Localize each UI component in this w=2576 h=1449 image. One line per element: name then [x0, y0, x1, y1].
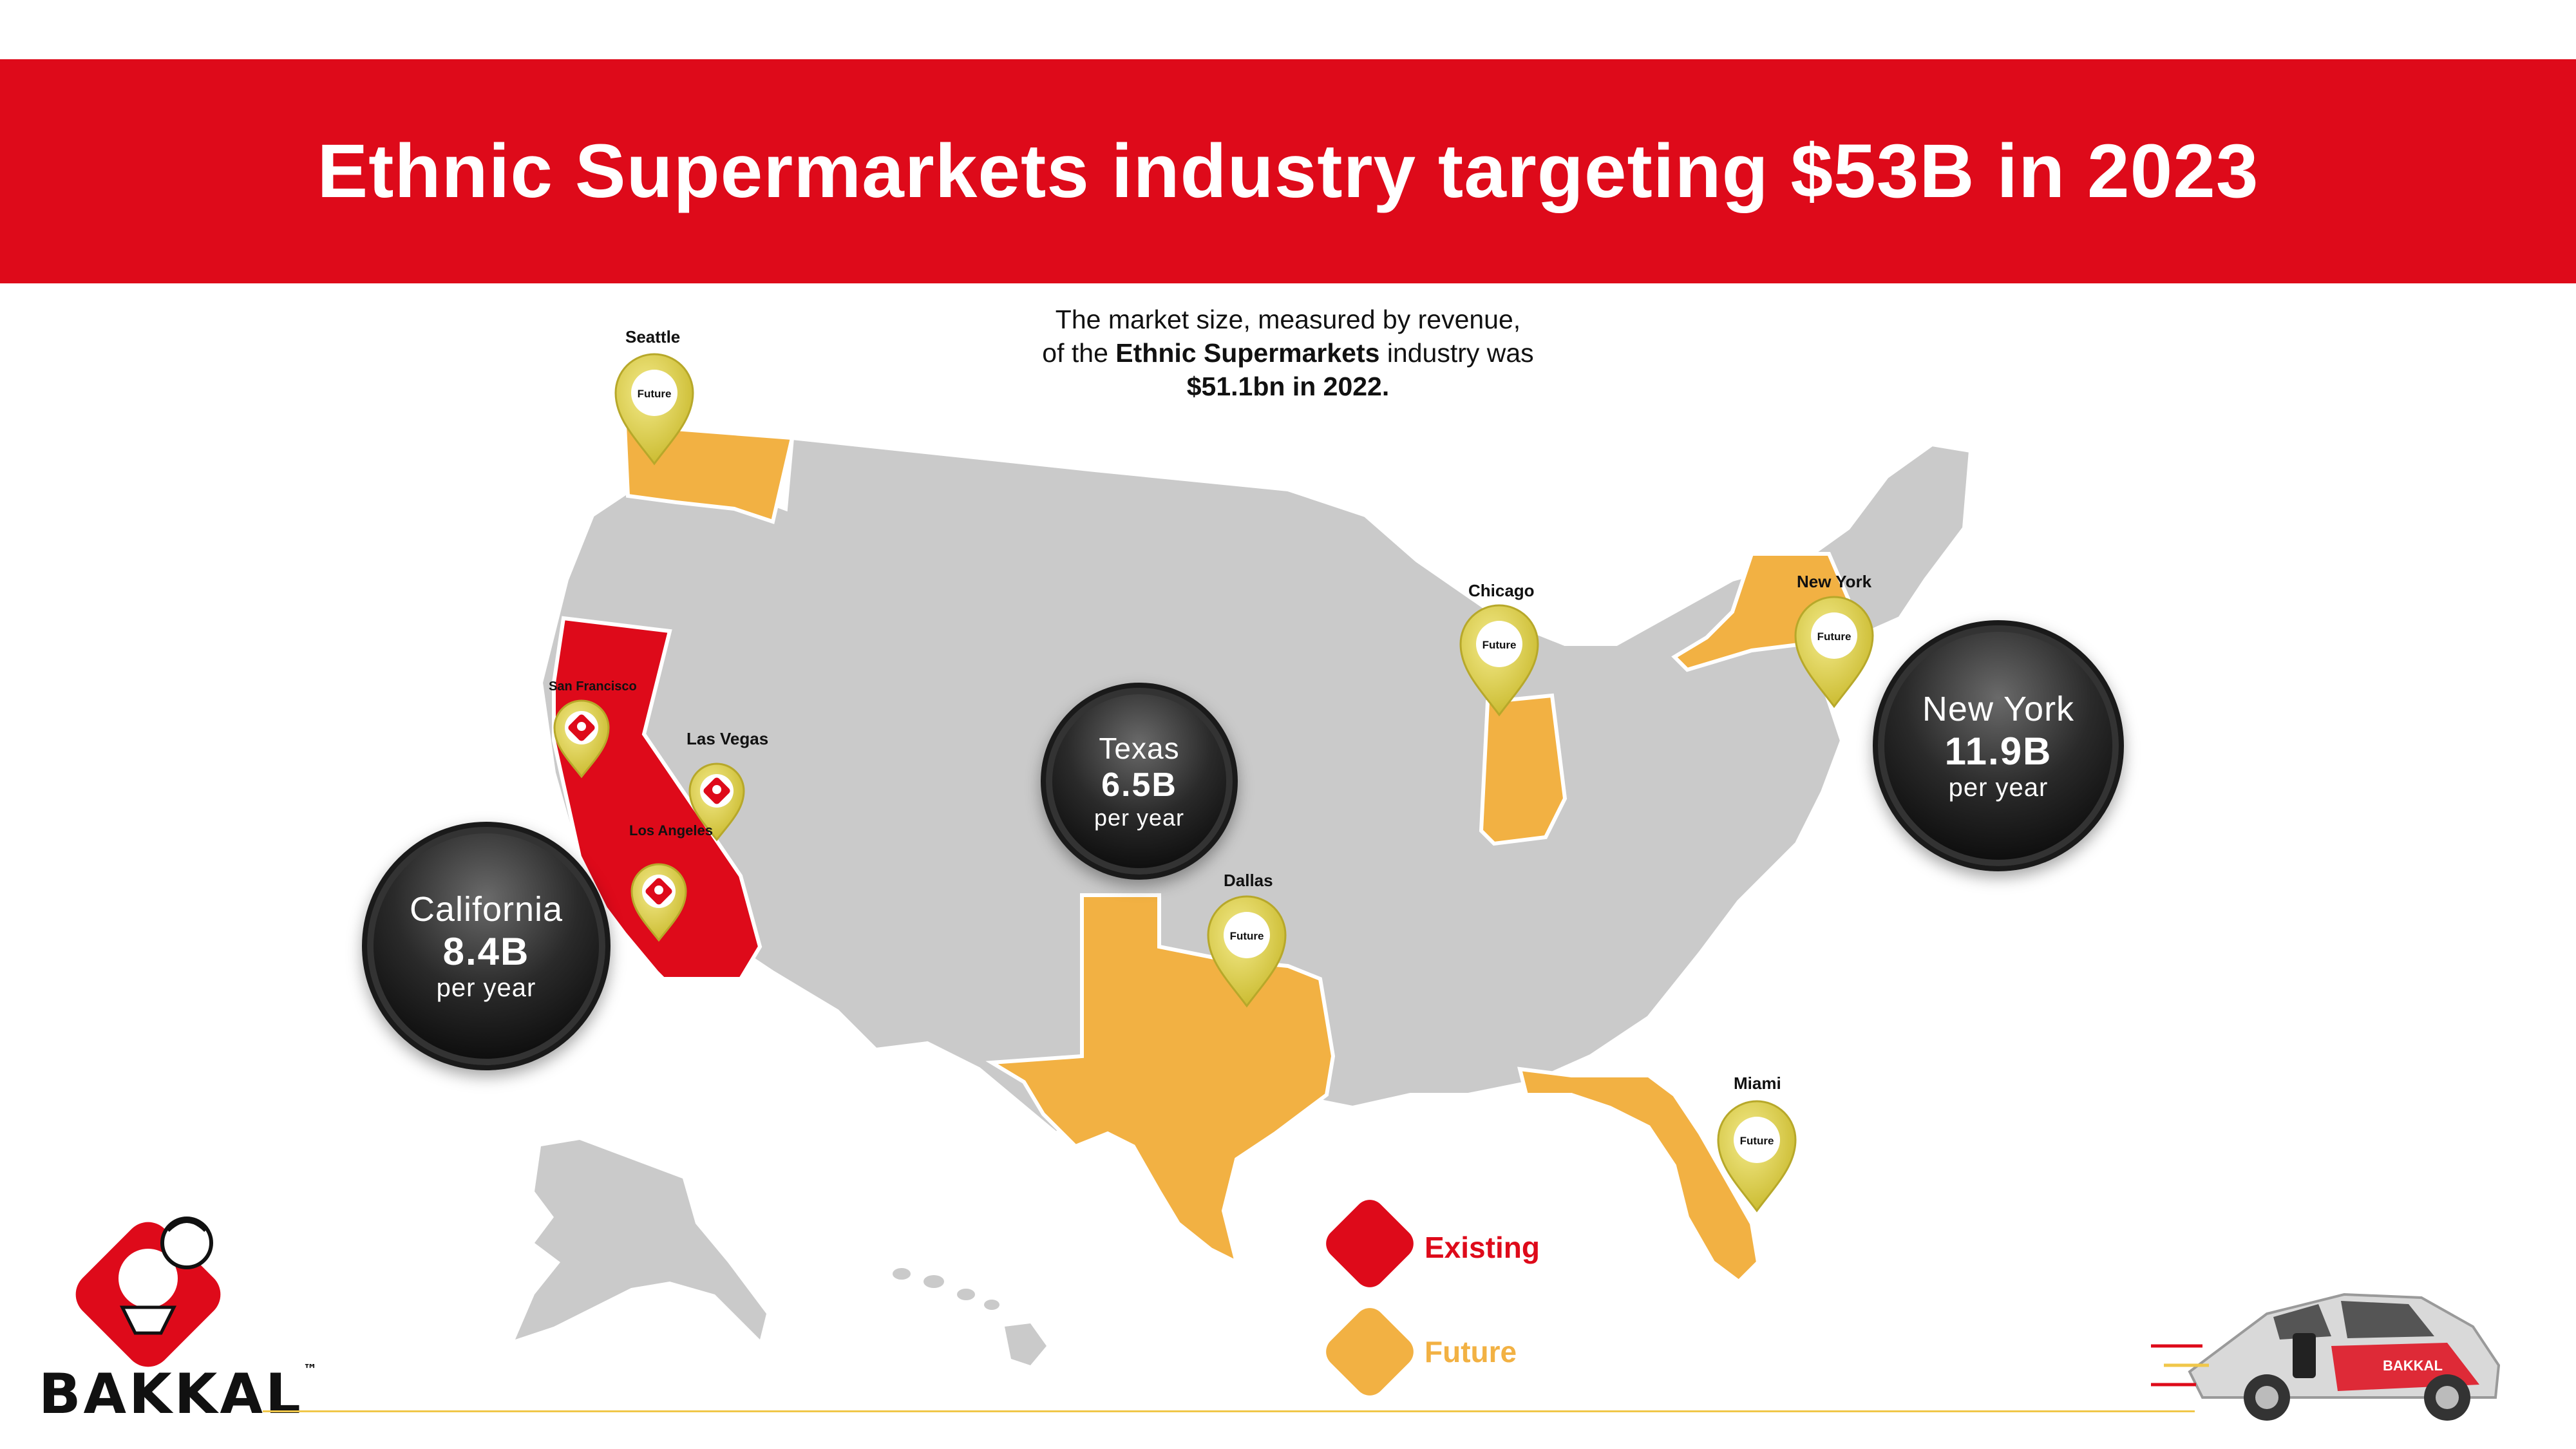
- hawaii-shape: [893, 1268, 1046, 1365]
- bubble-value: 11.9B: [1944, 730, 2052, 773]
- city-label-los-angeles: Los Angeles: [629, 822, 713, 838]
- bubble-value: 6.5B: [1101, 766, 1177, 804]
- alaska-shape: [515, 1140, 766, 1340]
- map-pin-los-angeles[interactable]: [630, 863, 687, 942]
- market-size-note: The market size, measured by revenue, of…: [1042, 305, 1534, 401]
- bubble-state-name: California: [409, 890, 564, 929]
- state-california: [552, 616, 762, 981]
- legend-swatch-existing: [1326, 1200, 1414, 1287]
- bubble-state-name: Texas: [1099, 732, 1180, 765]
- city-label-miami: Miami: [1734, 1074, 1781, 1093]
- map-pin-chicago[interactable]: Future: [1459, 604, 1539, 717]
- bakkal-logo-icon: [75, 1217, 221, 1367]
- header-banner: Ethnic Supermarkets industry targeting $…: [0, 59, 2576, 283]
- city-label-seattle: Seattle: [625, 327, 681, 346]
- map-pin-seattle[interactable]: Future: [614, 353, 694, 466]
- bakkal-logo-text: BAKKAL™: [39, 1362, 317, 1426]
- city-label-chicago: Chicago: [1468, 581, 1535, 600]
- revenue-bubble-new-york: New York 11.9B per year: [1873, 620, 2124, 871]
- pin-label: Future: [1817, 630, 1852, 643]
- car-logo-text: BAKKAL: [2383, 1358, 2443, 1374]
- city-label-dallas: Dallas: [1224, 871, 1273, 890]
- map-pin-dallas[interactable]: Future: [1207, 895, 1287, 1008]
- page-title: Ethnic Supermarkets industry targeting $…: [317, 129, 2259, 214]
- map-pin-new-york[interactable]: Future: [1794, 596, 1874, 708]
- revenue-bubble-texas: Texas 6.5B per year: [1041, 683, 1238, 880]
- bubble-unit: per year: [1948, 773, 2049, 802]
- revenue-bubble-california: California 8.4B per year: [362, 822, 611, 1070]
- legend-label-existing: Existing: [1425, 1231, 1540, 1264]
- map-pin-san-francisco[interactable]: [553, 699, 610, 779]
- bubble-unit: per year: [436, 974, 536, 1002]
- legend-label-future: Future: [1425, 1335, 1517, 1368]
- bubble-state-name: New York: [1922, 690, 2075, 728]
- shop-icon: [568, 714, 595, 741]
- bubble-unit: per year: [1094, 804, 1185, 831]
- bubble-value: 8.4B: [442, 930, 530, 973]
- legend-swatch-future: [1326, 1308, 1414, 1396]
- map-base-states: [538, 435, 1973, 1136]
- map-pin-las-vegas[interactable]: [688, 762, 745, 842]
- state-florida: [1517, 1066, 1761, 1284]
- shop-icon: [703, 777, 730, 804]
- pin-label: Future: [1230, 930, 1264, 942]
- state-indiana: [1479, 693, 1567, 846]
- pin-label: Future: [1740, 1135, 1774, 1147]
- city-label-san-francisco: San Francisco: [549, 679, 637, 694]
- city-label-new-york: New York: [1797, 572, 1872, 591]
- city-label-las-vegas: Las Vegas: [687, 729, 769, 748]
- pin-label: Future: [1482, 639, 1517, 651]
- footer-divider: [263, 1410, 2195, 1412]
- delivery-car-icon: BAKKAL: [2151, 1293, 2501, 1421]
- map-pin-miami[interactable]: Future: [1717, 1100, 1797, 1213]
- shop-icon: [645, 878, 672, 905]
- pin-label: Future: [638, 388, 672, 400]
